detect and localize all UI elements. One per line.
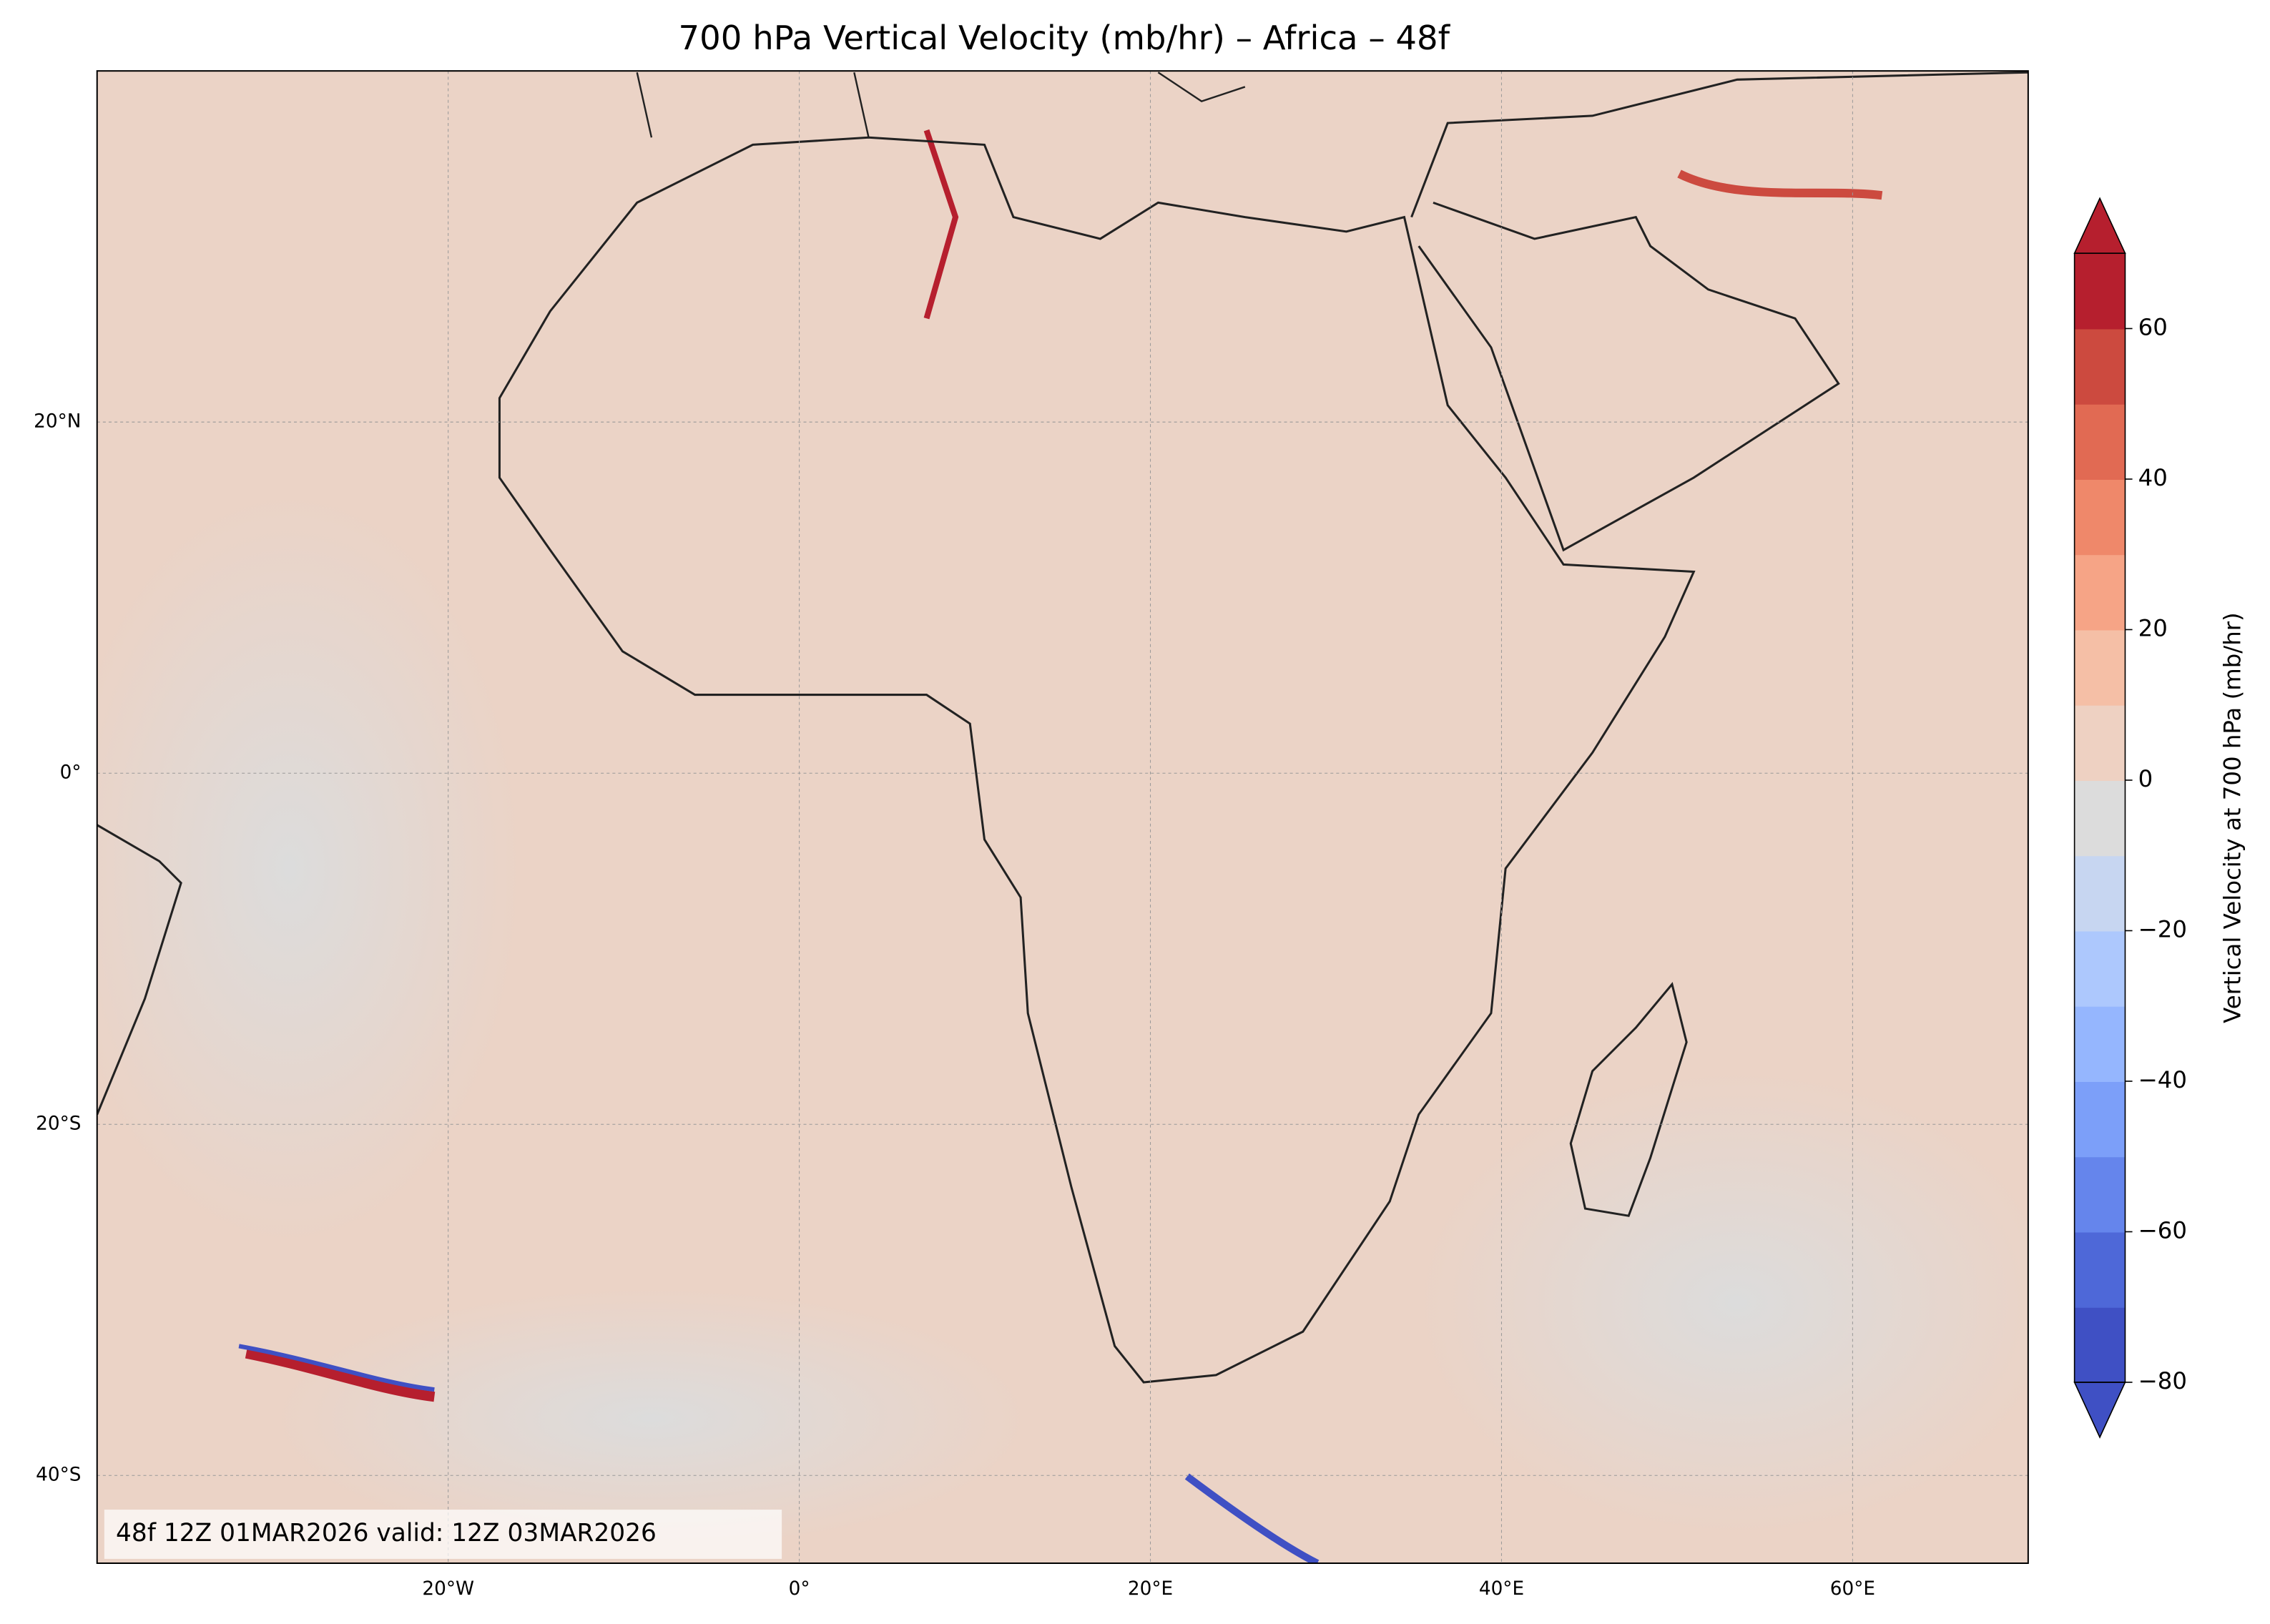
colorbar-band bbox=[2074, 930, 2126, 1007]
colorbar-extend-min bbox=[2073, 1382, 2126, 1439]
map-frame bbox=[96, 70, 2029, 1565]
x-tick-label: 20°W bbox=[422, 1578, 474, 1600]
colorbar-tick-label: 60 bbox=[2138, 313, 2168, 340]
annotation-box bbox=[104, 1510, 782, 1559]
colorbar-frame bbox=[2073, 252, 2126, 1383]
colorbar-band bbox=[2074, 478, 2126, 556]
x-tick-label: 20°E bbox=[1128, 1578, 1173, 1600]
colorbar-tick-label: −60 bbox=[2138, 1216, 2187, 1244]
coastline bbox=[1410, 71, 2028, 552]
colorbar-band bbox=[2074, 328, 2126, 405]
colorbar-tick-label: −40 bbox=[2138, 1066, 2187, 1093]
colorbar-band bbox=[2074, 1081, 2126, 1158]
y-tick-label: 20°N bbox=[34, 411, 81, 433]
field-pattern bbox=[923, 129, 959, 320]
field-pattern bbox=[245, 1348, 436, 1402]
colorbar-band bbox=[2074, 403, 2126, 480]
colorbar-band bbox=[2074, 253, 2126, 330]
colorbar: −80 −60 −40 −20 0 20 40 60 bbox=[2073, 197, 2187, 1439]
coastline bbox=[1569, 982, 1688, 1217]
colorbar-tick-label: 40 bbox=[2138, 464, 2168, 491]
coastline bbox=[97, 824, 182, 1116]
colorbar-band bbox=[2074, 855, 2126, 932]
field-pattern bbox=[1677, 169, 1883, 200]
colorbar-band bbox=[2074, 554, 2126, 631]
field-pattern bbox=[1418, 1071, 2028, 1535]
x-tick-label: 40°E bbox=[1479, 1578, 1524, 1600]
colorbar-tick-label: 20 bbox=[2138, 614, 2168, 641]
colorbar-band bbox=[2074, 1306, 2126, 1383]
colorbar-band bbox=[2074, 629, 2126, 706]
field-pattern bbox=[238, 1344, 435, 1392]
coastline bbox=[498, 136, 1696, 1384]
x-tick-label: 60°E bbox=[1830, 1578, 1875, 1600]
field-pattern bbox=[275, 1288, 1028, 1549]
field-pattern bbox=[97, 492, 521, 1245]
colorbar-band bbox=[2074, 1156, 2126, 1233]
coastline bbox=[636, 72, 1246, 138]
colorbar-band bbox=[2074, 1005, 2126, 1082]
colorbar-band bbox=[2074, 704, 2126, 781]
title: 700 hPa Vertical Velocity (mb/hr) – Afri… bbox=[679, 19, 1451, 57]
colorbar-tick-label: 0 bbox=[2138, 765, 2153, 792]
annotation: 48f 12Z 01MAR2026 valid: 12Z 03MAR2026 bbox=[116, 1519, 657, 1547]
y-tick-label: 20°S bbox=[36, 1113, 81, 1135]
colorbar-band bbox=[2074, 1231, 2126, 1308]
y-tick-label: 0° bbox=[60, 762, 82, 784]
colorbar-tick-label: −80 bbox=[2138, 1367, 2187, 1394]
map-field bbox=[97, 71, 2028, 1563]
colorbar-label: Vertical Velocity at 700 hPa (mb/hr) bbox=[2219, 612, 2246, 1023]
field-pattern bbox=[1184, 1473, 1320, 1563]
colorbar-band bbox=[2074, 779, 2126, 857]
colorbar-tick-label: −20 bbox=[2138, 915, 2187, 943]
y-tick-label: 40°S bbox=[36, 1465, 81, 1486]
colorbar-extend-max bbox=[2073, 197, 2126, 255]
x-tick-label: 0° bbox=[789, 1578, 810, 1600]
